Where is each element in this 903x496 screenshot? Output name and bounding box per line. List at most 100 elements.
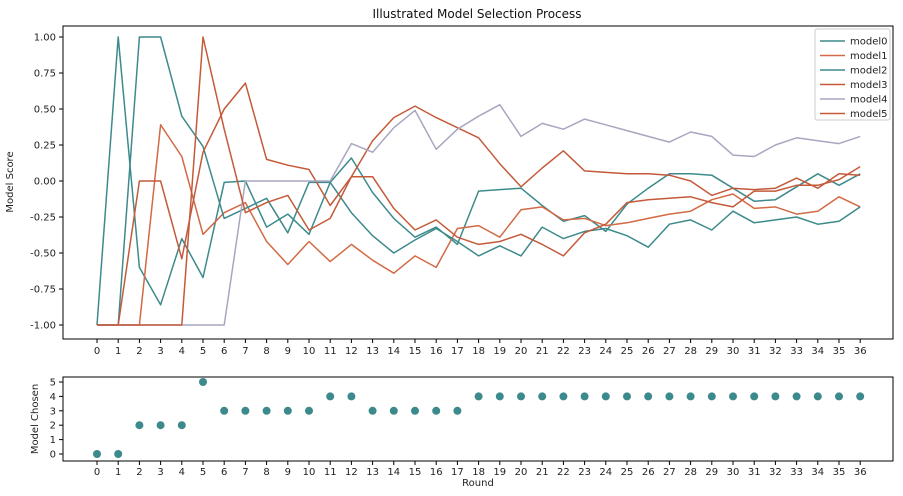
choice-point xyxy=(665,392,674,401)
score-x-tick-label: 0 xyxy=(94,346,100,357)
score-x-tick-label: 19 xyxy=(493,346,506,357)
choice-x-tick-label: 0 xyxy=(94,467,100,478)
score-y-axis-label: Model Score xyxy=(5,151,16,212)
choice-point xyxy=(411,406,419,415)
score-x-tick-label: 13 xyxy=(366,346,379,357)
score-x-tick-label: 27 xyxy=(663,346,676,357)
score-x-tick-label: 35 xyxy=(833,346,846,357)
choice-point xyxy=(93,450,101,458)
choice-point xyxy=(835,392,843,401)
choice-x-tick-label: 23 xyxy=(578,467,591,478)
score-y-tick-label: -1.00 xyxy=(30,321,56,332)
choice-point xyxy=(813,392,822,401)
score-x-tick-label: 29 xyxy=(705,346,718,357)
score-y-tick-label: 0.25 xyxy=(34,141,56,152)
score-y-tick-label: -0.25 xyxy=(30,213,56,224)
choice-x-tick-label: 22 xyxy=(557,467,570,478)
choice-point xyxy=(368,406,377,415)
legend-label-model4: model4 xyxy=(850,95,888,106)
choice-point xyxy=(623,392,631,401)
score-x-tick-label: 30 xyxy=(727,346,740,357)
choice-x-tick-label: 6 xyxy=(221,467,227,478)
choice-x-tick-label: 18 xyxy=(472,467,485,478)
choice-x-axis-label: Round xyxy=(462,478,494,489)
choice-y-tick-label: 3 xyxy=(50,406,56,417)
score-x-tick-label: 12 xyxy=(345,346,358,357)
score-x-tick-label: 32 xyxy=(769,346,782,357)
choice-y-tick-label: 1 xyxy=(50,435,56,446)
choice-y-axis: 0 1 2 3 4 5 xyxy=(50,378,63,461)
choice-point xyxy=(517,392,525,401)
choice-plot-frame xyxy=(62,376,894,462)
score-x-tick-label: 17 xyxy=(451,346,464,357)
score-x-tick-label: 4 xyxy=(179,346,185,357)
choice-point xyxy=(389,406,398,415)
choice-x-tick-label: 3 xyxy=(157,467,163,478)
score-y-tick-label: 0.00 xyxy=(34,177,56,188)
score-x-tick-label: 14 xyxy=(387,346,400,357)
score-x-tick-label: 6 xyxy=(221,346,227,357)
choice-x-tick-label: 36 xyxy=(854,467,867,478)
choice-point xyxy=(686,392,695,401)
choice-y-axis-label: Model Chosen xyxy=(30,384,41,454)
choice-x-tick-label: 16 xyxy=(430,467,443,478)
choice-point xyxy=(199,378,207,386)
choice-x-tick-label: 25 xyxy=(621,467,634,478)
score-x-tick-label: 34 xyxy=(811,346,824,357)
choice-y-tick-label: 0 xyxy=(50,450,56,461)
score-x-tick-label: 33 xyxy=(790,346,803,357)
choice-x-tick-label: 29 xyxy=(705,467,718,478)
choice-x-tick-label: 20 xyxy=(515,467,528,478)
legend-label-model0: model0 xyxy=(850,37,888,48)
choice-point xyxy=(495,392,504,401)
score-chart: Illustrated Model Selection Process -1.0… xyxy=(5,7,894,357)
choice-point xyxy=(580,392,589,401)
score-x-tick-label: 11 xyxy=(324,346,337,357)
score-x-tick-label: 9 xyxy=(285,346,291,357)
score-series-lines xyxy=(96,36,861,326)
choice-point xyxy=(156,421,165,430)
choice-x-tick-label: 19 xyxy=(493,467,506,478)
choice-x-tick-label: 33 xyxy=(790,467,803,478)
choice-x-tick-label: 7 xyxy=(242,467,248,478)
choice-point xyxy=(538,392,547,401)
series-line-model3 xyxy=(97,82,861,326)
choice-x-tick-label: 15 xyxy=(409,467,422,478)
score-x-tick-label: 3 xyxy=(157,346,163,357)
choice-point xyxy=(220,406,229,415)
choice-point xyxy=(644,392,653,401)
score-x-tick-label: 25 xyxy=(621,346,634,357)
choice-point xyxy=(792,392,801,401)
legend-label-model3: model3 xyxy=(850,80,888,91)
choice-point xyxy=(453,406,462,415)
choice-x-tick-label: 9 xyxy=(285,467,291,478)
choice-x-tick-label: 34 xyxy=(811,467,824,478)
choice-point xyxy=(177,421,186,430)
score-x-tick-label: 20 xyxy=(515,346,528,357)
choice-point xyxy=(305,406,313,415)
score-y-tick-label: -0.50 xyxy=(30,249,56,260)
score-x-tick-label: 26 xyxy=(642,346,655,357)
score-x-tick-label: 31 xyxy=(748,346,761,357)
score-y-tick-label: -0.75 xyxy=(30,285,56,296)
choice-x-tick-label: 24 xyxy=(599,467,612,478)
choice-x-tick-label: 21 xyxy=(536,467,549,478)
choice-y-tick-label: 4 xyxy=(50,392,56,403)
series-line-model2 xyxy=(97,36,861,326)
choice-x-tick-label: 2 xyxy=(136,467,142,478)
choice-point xyxy=(856,392,865,401)
choice-x-tick-label: 26 xyxy=(642,467,655,478)
score-x-tick-label: 10 xyxy=(303,346,316,357)
choice-x-tick-label: 10 xyxy=(303,467,316,478)
legend-box xyxy=(814,28,891,121)
choice-point xyxy=(559,392,568,401)
score-x-tick-label: 5 xyxy=(200,346,206,357)
choice-x-tick-label: 8 xyxy=(263,467,269,478)
choice-y-tick-label: 5 xyxy=(50,378,56,389)
choice-point xyxy=(771,392,780,401)
score-x-tick-label: 2 xyxy=(136,346,142,357)
choice-x-tick-label: 32 xyxy=(769,467,782,478)
choice-point xyxy=(135,421,144,430)
score-y-tick-label: 0.75 xyxy=(34,69,56,80)
